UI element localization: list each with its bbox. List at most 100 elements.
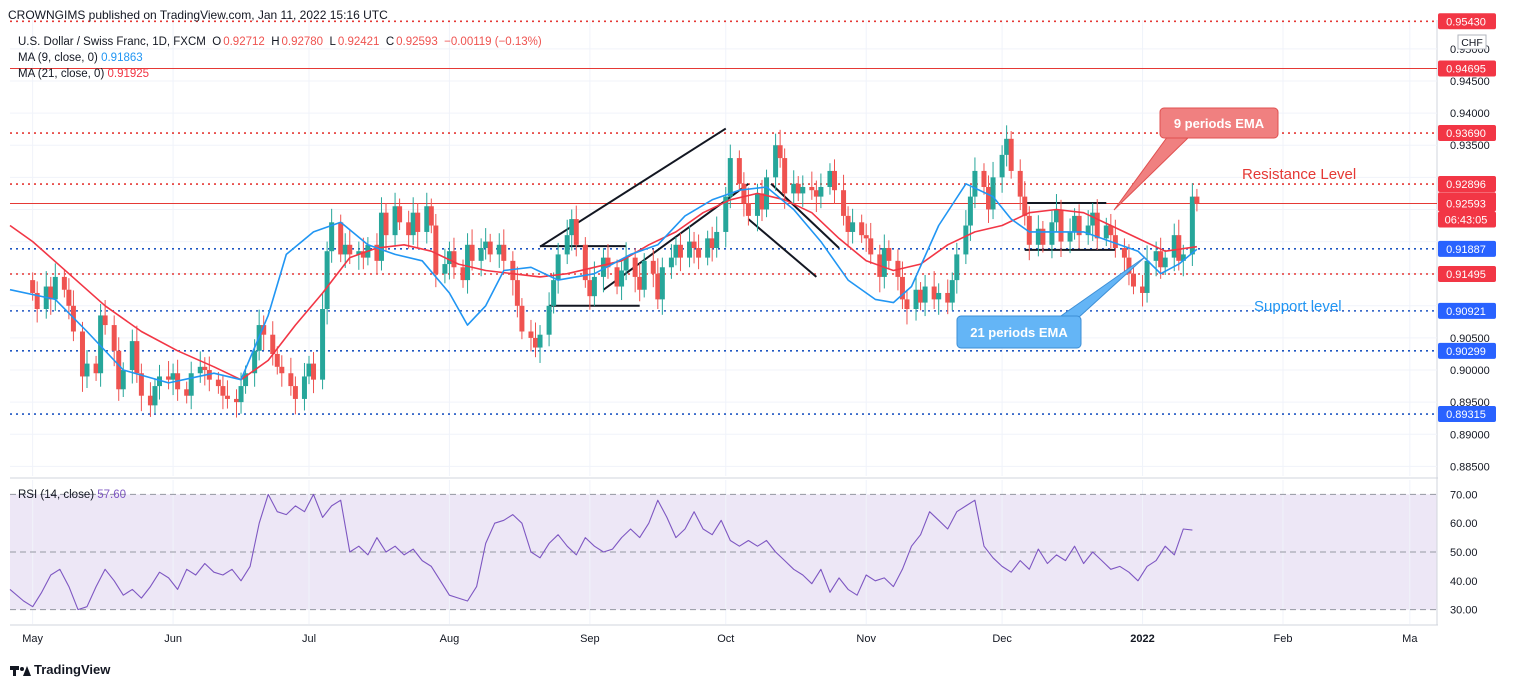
change-value: −0.00119 (−0.13%) [444, 36, 542, 48]
ema21-callout-text: 21 periods EMA [970, 325, 1068, 340]
candle-body [324, 251, 330, 310]
candle-body [845, 215, 851, 232]
candle-body [66, 289, 72, 306]
time-tick-label: Oct [717, 633, 734, 645]
candle-body [514, 280, 520, 306]
rsi-value: 57.60 [97, 489, 127, 501]
level-badge-label: 0.91495 [1446, 269, 1486, 281]
rsi-tick-label: 30.00 [1450, 605, 1478, 617]
candle-body [949, 280, 955, 303]
candle-body [777, 145, 783, 159]
candle-body [79, 331, 85, 377]
candle-body [487, 241, 493, 255]
candle-body [546, 305, 552, 335]
candle-body [827, 170, 833, 187]
support-label: Support level [1254, 298, 1342, 315]
candle-body [727, 158, 733, 197]
candle-body [1130, 273, 1136, 287]
candle-body [555, 254, 561, 281]
level-badge [1438, 240, 1496, 257]
candle-body [424, 206, 430, 232]
candle-body [650, 260, 656, 274]
level-badge [1438, 342, 1496, 359]
candle-body [215, 379, 221, 387]
level-badge [1438, 125, 1496, 142]
candle-body [1180, 254, 1186, 261]
candle-body [1171, 235, 1177, 258]
candle-body [34, 292, 40, 310]
candle-body [741, 183, 747, 204]
candle-body [410, 212, 416, 236]
close-label: C [385, 36, 395, 48]
candle-body [1162, 257, 1168, 268]
candle-body [809, 186, 815, 191]
candle-body [84, 363, 90, 377]
countdown-label: 06:43:05 [1445, 214, 1488, 226]
candle-body [782, 158, 788, 194]
candle-body [442, 264, 448, 274]
candle-body [528, 331, 534, 338]
candle-body [478, 248, 484, 261]
candle-body [655, 273, 661, 300]
candle-body [551, 280, 557, 306]
level-badge [1438, 195, 1496, 212]
level-badge [1438, 13, 1496, 30]
low-label: L [329, 36, 336, 48]
candle-body [433, 225, 439, 274]
level-badge-label: 0.90299 [1446, 346, 1486, 358]
level-badge [1438, 176, 1496, 193]
candle-body [605, 257, 611, 268]
candle-body [202, 366, 208, 371]
pattern-trendline [770, 183, 840, 249]
candle-body [320, 309, 326, 380]
candle-body [754, 193, 760, 216]
candle-body [981, 170, 987, 187]
candle-body [406, 222, 412, 236]
level-badge [1438, 406, 1496, 423]
candle-body [963, 225, 969, 255]
candle-body [990, 177, 996, 210]
candle-body [52, 276, 58, 300]
candle-body [188, 373, 194, 396]
close-value: 0.92593 [396, 36, 438, 48]
candle-body [668, 257, 674, 268]
candle-body [138, 373, 144, 396]
candle-body [184, 389, 190, 396]
candle-body [306, 363, 312, 377]
candle-body [383, 212, 389, 236]
candle-body [243, 373, 249, 387]
candle-body [931, 286, 937, 300]
candle-body [134, 341, 140, 374]
candle-body [48, 286, 54, 300]
tradingview-brand[interactable]: TradingView [10, 662, 110, 677]
candle-body [967, 196, 973, 226]
candle-body [632, 257, 638, 277]
symbol-legend: U.S. Dollar / Swiss Franc, 1D, FXCM O 0.9… [18, 36, 542, 48]
price-tick-label: 0.90500 [1450, 333, 1490, 345]
candle-body [288, 373, 294, 387]
candle-body [736, 158, 742, 184]
ma21-legend: MA (21, close, 0) 0.91925 [18, 68, 149, 80]
candle-body [641, 260, 647, 290]
candle-body [687, 241, 693, 258]
candle-body [519, 305, 525, 332]
candle-body [274, 353, 280, 367]
candle-body [614, 267, 620, 287]
price-tick-label: 0.88500 [1450, 461, 1490, 473]
level-badge-label: 0.91887 [1446, 244, 1486, 256]
candle-body [659, 267, 665, 300]
candle-body [841, 190, 847, 216]
time-tick-label: Ma [1402, 633, 1418, 645]
candle-body [850, 222, 856, 232]
candle-body [1026, 215, 1032, 245]
symbol-name: U.S. Dollar / Swiss Franc, 1D, FXCM [18, 36, 206, 48]
candle-body [252, 350, 258, 374]
candle-body [1121, 248, 1127, 258]
candle-body [270, 334, 276, 354]
candle-body [791, 183, 797, 194]
candle-body [311, 363, 317, 380]
candle-body [886, 248, 892, 261]
candle-body [61, 276, 67, 290]
candle-body [573, 219, 579, 245]
